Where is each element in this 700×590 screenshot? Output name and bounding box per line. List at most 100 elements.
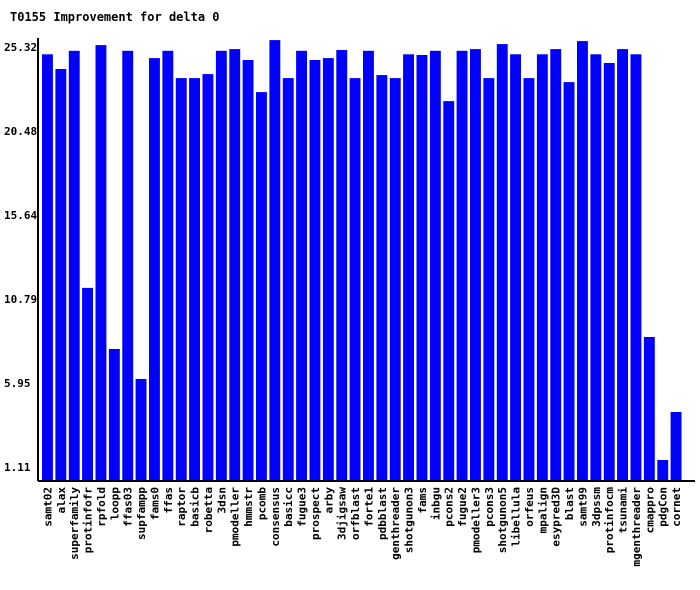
bar-3dpssm (590, 54, 602, 482)
x-tick-label: pcons3 (483, 487, 496, 527)
bar-pcons2 (443, 101, 455, 481)
x-tick-label: fugue2 (456, 487, 469, 527)
x-tick-label: loopp (108, 487, 121, 520)
bar-basicc (282, 78, 294, 481)
x-axis-labels: samt02 alax superfamily protinfofr rpfold loo… (41, 487, 683, 567)
bar-robetta (202, 74, 214, 481)
x-tick-label: ffas03 (122, 487, 135, 527)
bar-ffas03 (122, 50, 134, 482)
x-tick-label: cmappro (643, 487, 656, 534)
y-tick-label: 20.48 (4, 125, 37, 138)
x-tick-label: orfblast (349, 487, 362, 540)
bar-libellula (510, 54, 521, 482)
y-tick-label: 1.11 (4, 461, 31, 474)
x-tick-label: hmmstr (242, 487, 255, 527)
x-tick-label: 3djigsaw (336, 487, 349, 540)
bar-pcomb (256, 92, 267, 481)
bar-esypred3D (550, 49, 562, 481)
bar-ffas (162, 50, 174, 482)
bar-tsunami (617, 49, 628, 481)
x-tick-label: esypred3D (550, 487, 563, 547)
bar-prospect (309, 60, 321, 481)
x-tick-label: orfeus (523, 487, 536, 527)
bar-mgenthreader (630, 54, 642, 482)
x-tick-label: fams0 (148, 487, 161, 520)
bar-fams (416, 55, 428, 481)
y-tick-label: 25.32 (4, 41, 37, 54)
x-tick-label: protinfofr (82, 487, 95, 554)
y-tick-label: 10.79 (4, 293, 37, 306)
x-tick-label: samt99 (576, 487, 589, 527)
bar-basicb (189, 78, 200, 481)
x-tick-label: inbgu (429, 487, 442, 520)
bar-pmodeller3 (470, 49, 481, 481)
bar-pmodeller (229, 49, 241, 481)
x-tick-label: basicb (189, 487, 202, 527)
x-tick-label: pdbblast (376, 487, 389, 540)
x-tick-label: samt02 (41, 487, 54, 527)
bar-cmappro (643, 337, 655, 481)
x-tick-label: mpalign (536, 487, 549, 533)
x-tick-label: pcomb (255, 487, 268, 520)
x-tick-label: shotgunon3 (403, 487, 416, 553)
x-tick-label: supfampp (135, 487, 148, 540)
x-tick-label: mgenthreader (630, 487, 643, 567)
y-tick-label: 5.95 (4, 377, 31, 390)
x-tick-label: superfamily (68, 487, 81, 560)
x-tick-label: pmodeller (229, 487, 242, 547)
bar-forte1 (363, 50, 374, 482)
x-tick-label: blast (563, 487, 576, 520)
bar-protinfocm (603, 63, 615, 481)
x-tick-label: consensus (269, 487, 282, 547)
bar-samt99 (577, 41, 588, 481)
x-tick-label: genthreader (389, 487, 402, 560)
x-tick-label: rpfold (95, 487, 108, 527)
bar-arby (322, 58, 334, 481)
bar-3dsn (215, 50, 227, 482)
x-tick-label: libellula (510, 487, 523, 547)
y-tick-label: 15.64 (4, 209, 37, 222)
bar-mpalign (536, 54, 548, 482)
bar-shotgunon5 (496, 44, 508, 481)
bar-hmmstr (242, 60, 254, 481)
bar-pdgCon (657, 460, 669, 481)
x-tick-label: raptor (175, 487, 188, 527)
bar-alax (55, 69, 67, 481)
x-tick-label: protinfocm (603, 487, 616, 554)
bar-shotgunon3 (403, 54, 414, 482)
bar-3djigsaw (336, 50, 348, 481)
bar-blast (563, 82, 575, 481)
x-tick-label: ffas (162, 487, 175, 514)
bar-pdbblast (376, 75, 388, 481)
x-tick-label: fugue3 (296, 487, 309, 527)
x-tick-label: tsunami (617, 487, 630, 534)
x-tick-label: robetta (202, 487, 215, 533)
bar-orfeus (523, 78, 535, 481)
x-tick-label: basicc (282, 487, 295, 527)
x-tick-label: shotgunon5 (496, 487, 509, 553)
bar-orfblast (349, 78, 361, 481)
bar-consensus (269, 40, 281, 481)
x-tick-label: pcons2 (443, 487, 456, 527)
x-tick-label: prospect (309, 487, 322, 540)
bar-supfampp (135, 379, 147, 481)
x-tick-label: fams (416, 487, 429, 514)
bar-superfamily (68, 50, 80, 482)
bars-group (42, 40, 682, 482)
bar-inbgu (429, 50, 441, 482)
x-tick-label: cornet (670, 487, 683, 527)
bar-fugue3 (296, 50, 307, 482)
bar-pcons3 (483, 78, 495, 481)
x-tick-label: 3dsn (215, 487, 228, 514)
x-tick-label: alax (55, 487, 68, 514)
x-tick-label: pdgCon (657, 487, 670, 527)
bar-raptor (175, 78, 187, 481)
x-tick-label: 3dpssm (590, 487, 603, 527)
bar-samt02 (42, 54, 53, 482)
bar-fugue2 (456, 50, 468, 482)
bar-cornet (670, 412, 682, 481)
x-tick-label: arby (322, 487, 335, 514)
y-axis-ticks: 1.11 5.95 10.79 15.64 20.48 25.32 (4, 41, 37, 474)
bar-loopp (108, 349, 120, 481)
